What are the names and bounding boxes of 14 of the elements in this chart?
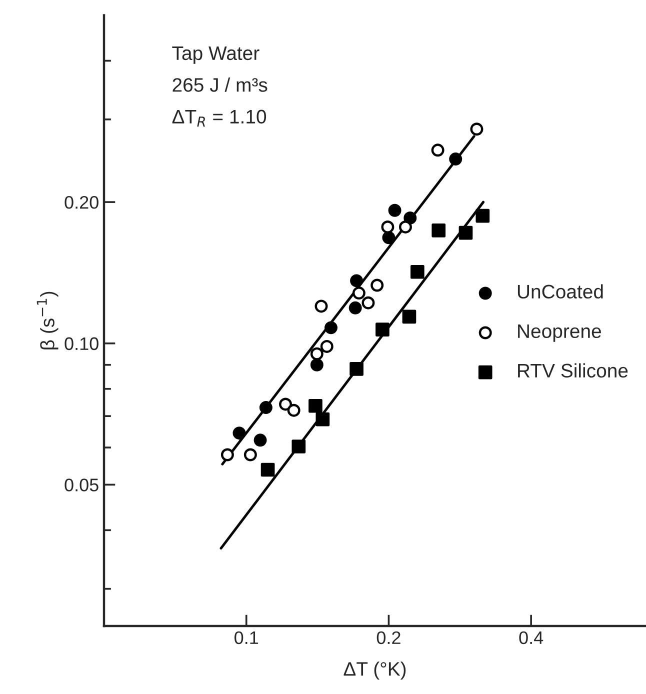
x-tick-label: 0.4 bbox=[519, 631, 544, 644]
y-tick-label: 0.10 bbox=[64, 337, 98, 350]
y-tick-label: 0.05 bbox=[64, 478, 98, 492]
legend-label: RTV Silicone bbox=[518, 363, 628, 378]
annotation: 265 J / m³s bbox=[172, 78, 268, 92]
annotation: Tap Water bbox=[172, 46, 260, 64]
x-tick-label: 0.1 bbox=[234, 631, 258, 644]
x-tick-label: 0.2 bbox=[376, 631, 400, 644]
x-axis-title: ΔT (°K) bbox=[344, 662, 406, 680]
y-axis-title: β (s$^{−1}$) bbox=[36, 292, 58, 350]
legend-label: UnCoated bbox=[518, 284, 603, 299]
y-tick-label: 0.20 bbox=[64, 196, 98, 209]
legend-label: Neoprene bbox=[518, 324, 601, 342]
annotation: ΔT$_{R}$ = 1.10 bbox=[172, 110, 266, 127]
